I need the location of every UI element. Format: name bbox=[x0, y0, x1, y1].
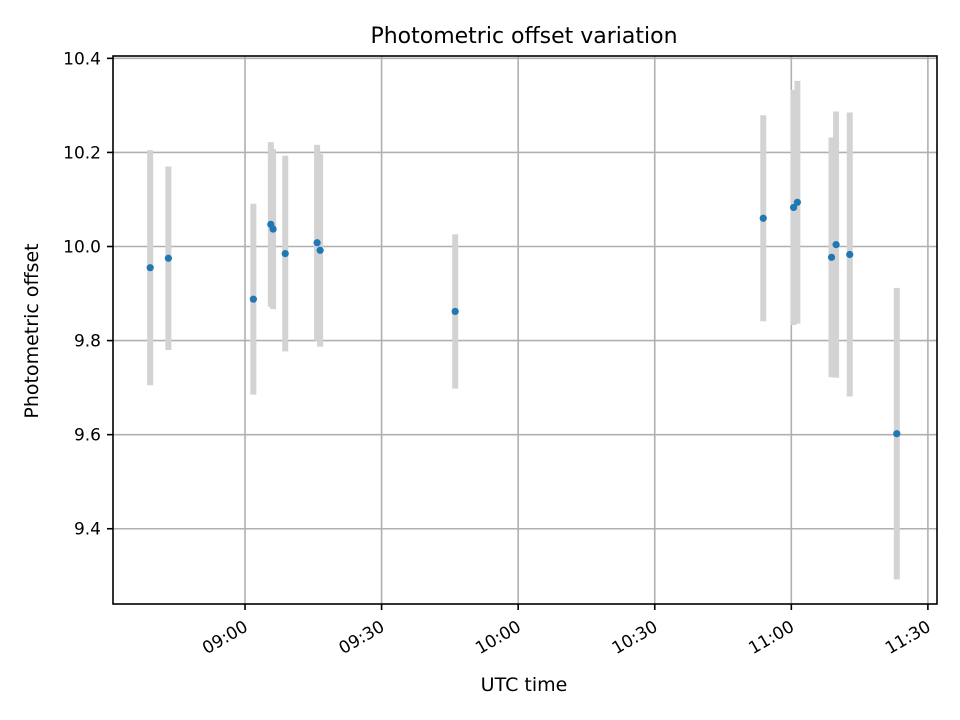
data-point bbox=[316, 246, 324, 254]
y-tick-label: 9.8 bbox=[74, 332, 101, 352]
y-tick-label: 10.2 bbox=[63, 143, 101, 163]
y-axis-label: Photometric offset bbox=[21, 243, 43, 418]
x-axis-label: UTC time bbox=[481, 674, 568, 696]
data-point bbox=[249, 295, 257, 303]
data-point bbox=[281, 249, 289, 258]
y-tick-label: 9.4 bbox=[74, 520, 101, 540]
data-point bbox=[451, 307, 459, 316]
data-point bbox=[164, 254, 172, 262]
data-point bbox=[759, 214, 767, 222]
data-point bbox=[789, 203, 798, 212]
data-point bbox=[146, 264, 154, 272]
data-point bbox=[893, 430, 901, 438]
data-point bbox=[313, 239, 321, 247]
chart-title: Photometric offset variation bbox=[370, 24, 677, 49]
data-point bbox=[827, 253, 836, 261]
data-point bbox=[793, 198, 801, 206]
data-points bbox=[146, 198, 901, 438]
data-point bbox=[846, 250, 854, 259]
y-tick-label: 10.4 bbox=[63, 49, 101, 69]
plot-frame bbox=[112, 55, 938, 605]
y-tick-label: 9.6 bbox=[74, 426, 101, 446]
y-tick-label: 10.0 bbox=[63, 238, 101, 258]
data-point bbox=[832, 241, 840, 249]
data-point bbox=[269, 225, 277, 233]
